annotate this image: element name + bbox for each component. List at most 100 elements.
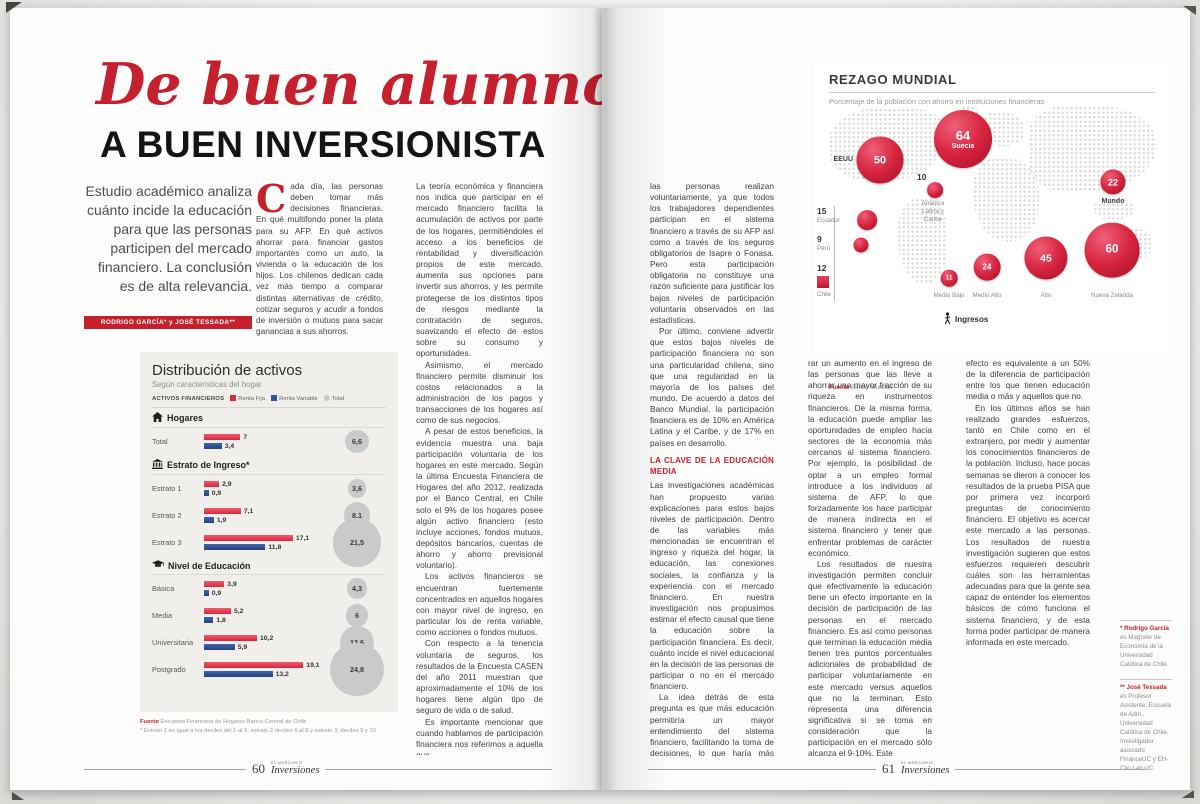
page-footer-left: 60 EL MERCURIO Inversiones — [84, 760, 552, 778]
article-paragraph: La idea detrás de esta pregunta es que m… — [650, 692, 774, 757]
person-icon — [943, 312, 952, 327]
chart-footnote: * Estrato 1 es igual a los deciles del 1… — [140, 727, 378, 734]
row-label: Estrato 2 — [152, 511, 182, 520]
map-asia — [1029, 106, 1157, 192]
footer-rule — [325, 768, 552, 770]
article-paragraph: A pesar de estos beneficios, la evidenci… — [416, 426, 543, 571]
value-america-latina: 10 — [917, 172, 927, 182]
chart-group-header-estrato: Estrato de Ingreso* — [152, 455, 386, 475]
bubble-alto: 45 — [1024, 236, 1068, 280]
bubble-medio-alto: 24 — [973, 253, 1001, 281]
chart-subtitle: Porcentaje de la población con ahorro en… — [829, 97, 1045, 106]
footer-rule — [955, 768, 1148, 770]
page-corner-mark — [1182, 790, 1194, 798]
footer-rule — [648, 768, 876, 770]
bar-renta-fija — [204, 508, 241, 514]
value-ecuador: 15 — [817, 206, 827, 216]
article-paragraph: las personas realizan voluntariamente, y… — [650, 181, 774, 325]
chart-title: Distribución de activos — [152, 362, 303, 379]
bar-renta-fija — [204, 581, 225, 587]
bar-renta-fija — [204, 481, 220, 487]
page-right: las personas realizan voluntariamente, y… — [602, 8, 1190, 790]
map-africa — [973, 158, 1039, 242]
article-paragraph: rar un aumento en el ingreso de las pers… — [808, 358, 932, 558]
magazine-brand: EL MERCURIO Inversiones — [271, 760, 320, 776]
article-paragraph: En los últimos años se han realizado gra… — [966, 402, 1090, 647]
chart-source: Fuente Encuesta Financiera de Hogares Ba… — [140, 718, 400, 735]
chart-row: Básica 3,9 0,9 4,3 — [152, 575, 386, 602]
bubble-peru — [853, 237, 869, 253]
bar-renta-variable — [204, 517, 214, 523]
label-alto: Alto — [1040, 292, 1052, 299]
bubble-nueva-zelanda: 60 — [1084, 222, 1140, 278]
bar-renta-fija — [204, 635, 257, 641]
article-paragraph: Por último, conviene advertir que estos … — [650, 326, 774, 448]
bubble-suecia: 64 Suecia — [934, 110, 992, 168]
total-circle: 3,6 — [347, 479, 367, 498]
value-peru: 9 — [817, 234, 822, 244]
x-axis-label: Ingresos — [943, 312, 988, 327]
row-label: Básica — [152, 584, 175, 593]
article-column-c: las personas realizan voluntariamente, y… — [650, 181, 774, 757]
bar-renta-variable — [204, 644, 235, 650]
blue-swatch-icon — [271, 395, 278, 401]
page-corner-mark — [12, 792, 24, 800]
map-southeast-asia — [1093, 198, 1135, 220]
author-bio: * Rodrigo García es Magíster de Economía… — [1120, 620, 1172, 670]
chart-group-header-educacion: Nivel de Educación — [152, 556, 386, 575]
drop-cap: C — [256, 181, 287, 221]
page-left: De buen alumno A BUEN INVERSIONISTA Estu… — [10, 8, 620, 790]
page-corner-mark — [1183, 6, 1196, 15]
label-eeuu: EEUU — [833, 156, 853, 163]
page-footer-right: 61 EL MERCURIO Inversiones — [648, 760, 1148, 778]
bar-renta-fija — [204, 662, 304, 668]
article-paragraph: efecto es equivalente a un 50% de la dif… — [966, 358, 1090, 402]
chart-row: Postgrado 19,1 13,2 24,8 — [152, 642, 386, 697]
world-map: EEUU 50 64 Suecia 22 Mundo 10 América La… — [815, 106, 1167, 391]
article-paragraph: Es importante mencionar que cuando habla… — [416, 716, 543, 756]
bubble-america-latina — [927, 182, 943, 198]
section-subhead: LA CLAVE DE LA EDUCACIÓN MEDIA — [650, 455, 774, 476]
income-axis-line — [834, 206, 835, 301]
chart-row: Estrato 3 17,1 11,8 21,5 — [152, 518, 386, 567]
chart-group-header-hogares: Hogares — [152, 408, 386, 428]
byline: RODRIGO GARCÍA* y JOSÉ TESSADA** — [84, 316, 252, 329]
chart-source: Fuente Banco Mundial — [829, 384, 892, 391]
chile-marker — [817, 276, 829, 288]
author-bio: ** José Tessada es Profesor Asistente, E… — [1120, 678, 1172, 774]
total-circle: 6,6 — [345, 429, 369, 454]
chart-row: Estrato 1 2,9 0,9 3,6 — [152, 475, 386, 502]
label-mundo: Mundo — [1101, 198, 1125, 205]
legend-title: ACTIVOS FINANCIEROS — [152, 395, 225, 402]
row-label: Estrato 3 — [152, 538, 182, 547]
bar-renta-fija — [204, 608, 231, 614]
value-chile: 12 — [817, 263, 827, 273]
article-paragraph: Los activos financieros se encuentran fu… — [416, 571, 543, 638]
bar-renta-variable — [204, 443, 222, 449]
bubble-eeuu: 50 — [856, 136, 904, 184]
legend-item-total: Total — [323, 395, 344, 402]
page-number: 60 — [252, 761, 265, 776]
bubble-medio-bajo: 11 — [940, 269, 958, 287]
bank-icon — [152, 459, 163, 471]
label-medio-alto: Medio Alto — [972, 292, 1002, 299]
bar-renta-variable — [204, 590, 209, 596]
article-column-e: efecto es equivalente a un 50% de la dif… — [966, 358, 1090, 756]
row-label: Total — [152, 437, 168, 446]
label-ecuador: Ecuador — [817, 217, 841, 224]
bar-renta-variable — [204, 671, 273, 677]
article-title-main: A BUEN INVERSIONISTA — [100, 124, 546, 165]
row-label: Postgrado — [152, 665, 186, 674]
total-circle: 6 — [345, 604, 369, 627]
article-paragraph: Asimismo, el mercado financiero permite … — [416, 359, 543, 426]
label-medio-bajo: Medio Bajo — [933, 292, 965, 299]
label-america-latina: América Latina y Caribe — [921, 200, 945, 223]
chart-subtitle: Según características del hogar — [152, 380, 262, 389]
map-south-america — [897, 198, 947, 284]
graduation-cap-icon — [152, 560, 164, 571]
article-column-d: rar un aumento en el ingreso de las pers… — [808, 358, 932, 756]
article-paragraph: Los resultados de nuestra investigación … — [808, 558, 932, 756]
